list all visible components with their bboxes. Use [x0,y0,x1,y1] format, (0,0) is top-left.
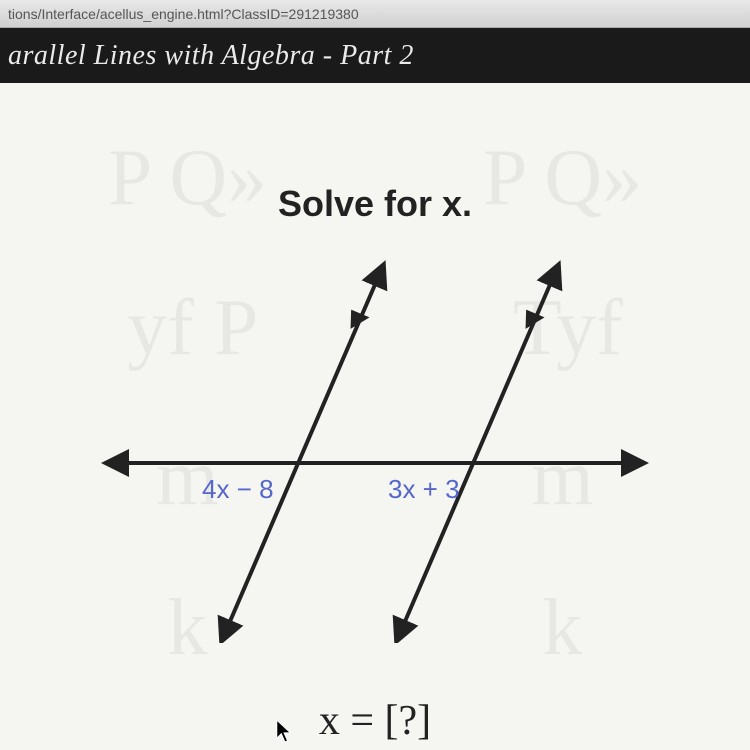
answer-row: x = [?] [0,697,750,745]
answer-input-box[interactable]: [?] [385,697,432,745]
diagram-svg [95,243,655,643]
geometry-diagram: 4x − 8 3x + 3 [95,243,655,643]
parallel-line-a [225,273,380,633]
url-bar[interactable]: tions/Interface/acellus_engine.html?Clas… [0,0,750,28]
lesson-content: P Q»P Q» yf PTyf mm kk Solve for x. 4x −… [0,83,750,750]
parallel-line-b [400,273,555,633]
problem-prompt: Solve for x. [0,183,750,225]
lesson-title-bar: arallel Lines with Algebra - Part 2 [0,28,750,83]
url-text: tions/Interface/acellus_engine.html?Clas… [8,6,359,22]
angle-label-a: 4x − 8 [202,474,274,505]
angle-label-b: 3x + 3 [388,474,460,505]
lesson-title: arallel Lines with Algebra - Part 2 [8,40,414,72]
answer-prefix: x = [319,698,385,744]
